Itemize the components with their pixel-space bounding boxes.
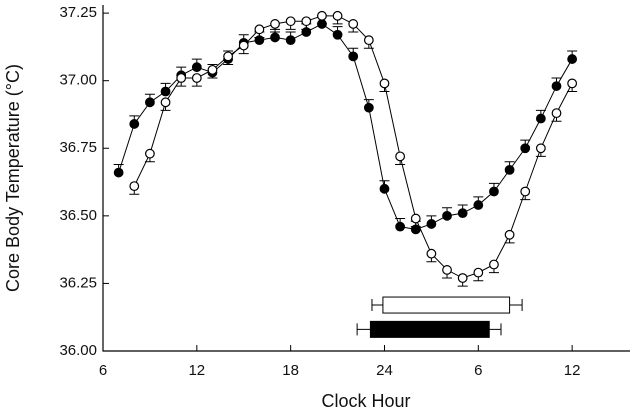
data-point <box>395 151 406 162</box>
data-point <box>207 64 218 75</box>
series-line <box>118 23 573 230</box>
x-tick-label: 24 <box>376 362 393 379</box>
y-tick-label: 36.50 <box>59 207 97 224</box>
x-tick-label: 18 <box>282 362 299 379</box>
data-point <box>176 73 187 83</box>
data-point <box>363 35 374 46</box>
data-point <box>551 108 562 119</box>
data-point <box>191 62 202 73</box>
data-point <box>551 81 562 91</box>
data-point <box>270 32 280 43</box>
data-point <box>285 16 296 27</box>
data-point <box>317 10 327 21</box>
data-point <box>520 186 531 197</box>
x-tick-label: 6 <box>99 362 107 379</box>
data-point <box>332 10 343 21</box>
data-point <box>379 78 390 89</box>
data-point <box>567 78 578 89</box>
data-point <box>567 54 578 64</box>
data-point <box>160 86 171 97</box>
data-point <box>535 113 546 124</box>
data-point <box>270 19 280 29</box>
data-point <box>473 267 484 278</box>
data-point <box>160 97 171 108</box>
data-point <box>504 229 515 240</box>
x-tick-label: 6 <box>474 362 482 379</box>
data-point <box>489 259 499 270</box>
x-axis-title: Clock Hour <box>321 391 410 411</box>
data-point <box>348 51 359 62</box>
y-tick-label: 36.25 <box>59 274 97 291</box>
data-point <box>520 143 531 154</box>
data-point <box>191 73 202 83</box>
x-tick-label: 12 <box>188 362 205 379</box>
data-point <box>363 102 374 113</box>
data-point <box>301 16 312 27</box>
data-point <box>410 213 421 224</box>
data-point <box>489 186 499 197</box>
data-point <box>129 119 140 129</box>
y-tick-label: 37.00 <box>59 72 97 89</box>
sleep-bar <box>382 296 511 314</box>
data-point <box>426 248 437 259</box>
data-point <box>145 97 155 108</box>
data-point <box>457 273 468 283</box>
data-point <box>379 183 390 194</box>
data-point <box>442 210 452 221</box>
y-tick-label: 36.00 <box>59 342 97 359</box>
data-point <box>113 167 124 178</box>
y-axis-title: Core Body Temperature (°C) <box>3 64 23 292</box>
data-point <box>145 148 155 159</box>
data-point <box>348 19 359 29</box>
data-point <box>254 24 265 35</box>
data-point <box>504 164 515 175</box>
y-tick-label: 36.75 <box>59 139 97 156</box>
data-point <box>442 265 452 275</box>
data-point <box>285 35 296 46</box>
data-point <box>535 143 546 154</box>
data-point <box>238 40 249 51</box>
data-point <box>426 219 437 229</box>
data-point <box>223 51 234 62</box>
x-tick-label: 12 <box>564 362 581 379</box>
data-point <box>395 221 406 232</box>
axis-frame <box>102 5 630 352</box>
sleep-bar <box>369 320 490 338</box>
data-point <box>457 208 468 219</box>
data-point <box>332 29 343 40</box>
data-point <box>129 181 140 192</box>
y-tick-label: 37.25 <box>59 4 97 21</box>
data-point <box>473 200 484 210</box>
